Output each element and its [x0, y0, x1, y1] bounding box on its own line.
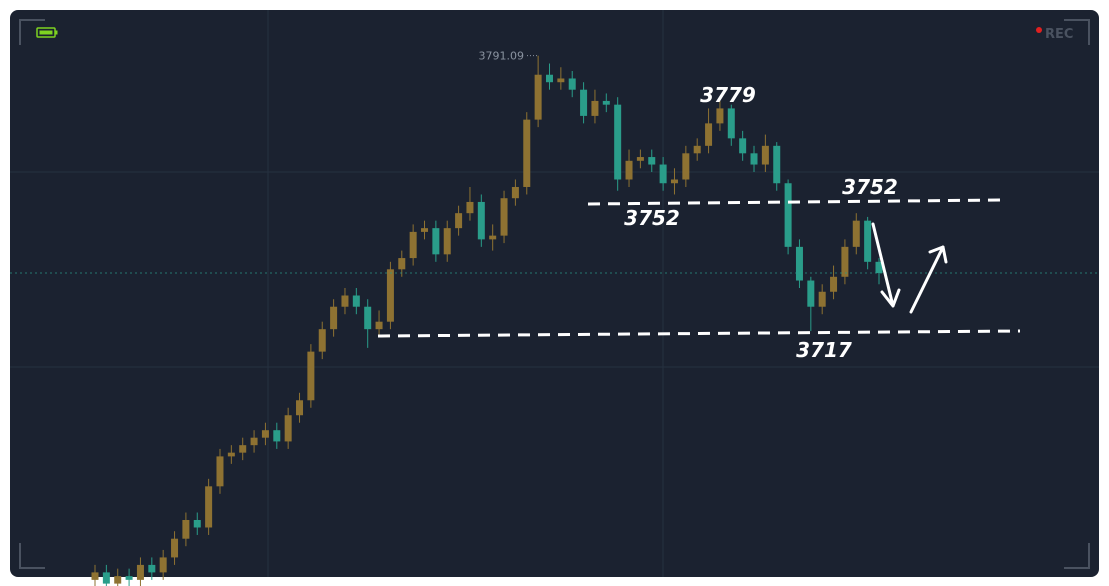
candle-body: [330, 306, 338, 330]
candle-body: [602, 100, 610, 105]
candle-body: [761, 145, 769, 165]
candle-body: [636, 157, 644, 161]
candle-body: [716, 108, 724, 124]
corner: [1064, 543, 1090, 569]
candle-body: [841, 246, 849, 277]
candle-body: [159, 557, 167, 573]
candle-body: [125, 576, 133, 580]
price-annotation: 3752: [624, 206, 680, 230]
candle-body: [489, 235, 497, 240]
candle-body: [364, 306, 372, 330]
corner-brackets: [19, 19, 1090, 569]
candle-body: [466, 201, 474, 214]
battery-icon: [36, 27, 58, 38]
candle-body: [568, 78, 576, 90]
candle-body: [375, 321, 383, 330]
candle-body: [284, 415, 292, 442]
plot-area: 3791.09 3779 3752 3752 3717: [10, 50, 1099, 586]
candle-body: [784, 183, 792, 247]
rec-label: REC: [1045, 27, 1073, 42]
candle-body: [852, 220, 860, 247]
candle-body: [523, 119, 531, 187]
candle-body: [557, 78, 565, 83]
candle-body: [352, 295, 360, 307]
candle-body: [386, 269, 394, 322]
battery-body: [36, 27, 56, 38]
background-grid: [10, 10, 1099, 577]
candle-body: [148, 564, 156, 573]
up-arrow: [909, 245, 948, 314]
candle-body: [307, 351, 315, 401]
candle-body: [261, 430, 269, 438]
candle-body: [807, 280, 815, 307]
candle-body: [102, 572, 110, 584]
battery-level: [39, 30, 53, 35]
candle-body: [318, 329, 326, 352]
corner: [19, 543, 45, 569]
price-annotation: 3779: [700, 83, 756, 107]
candle-body: [421, 228, 429, 232]
candle-body: [296, 400, 304, 416]
candle-body: [409, 231, 417, 259]
high-label: 3791.09: [479, 50, 525, 63]
candle-body: [432, 228, 440, 255]
candle-body: [818, 291, 826, 307]
down-arrow: [871, 222, 901, 308]
candle-body: [864, 220, 872, 262]
candle-body: [171, 538, 179, 558]
candle-body: [182, 520, 190, 539]
candle-body: [193, 520, 201, 528]
battery-tip: [55, 30, 58, 35]
candle-body: [443, 228, 451, 255]
candle-body: [341, 295, 349, 307]
candle-body: [455, 213, 463, 229]
candle-body: [205, 486, 213, 528]
candle-body: [648, 157, 656, 165]
candle-body: [250, 437, 258, 446]
candle-body: [534, 74, 542, 120]
candle-body: [750, 153, 758, 165]
candle-body: [830, 276, 838, 292]
candle-body: [91, 572, 99, 580]
candle-body: [682, 153, 690, 180]
candle-body: [545, 74, 553, 83]
candle-body: [136, 564, 144, 580]
candle-body: [739, 138, 747, 154]
candle-body: [614, 104, 622, 180]
candle-body: [273, 430, 281, 442]
candle-body: [670, 179, 678, 184]
corner: [1064, 19, 1090, 45]
support-line: [377, 329, 1021, 338]
candle-body: [727, 108, 735, 139]
candle-body: [705, 123, 713, 146]
chart-frame: [10, 10, 1099, 577]
candle-body: [795, 246, 803, 281]
candle-body: [239, 445, 247, 453]
candle-body: [216, 456, 224, 487]
corner: [19, 19, 45, 45]
candle-body: [398, 258, 406, 270]
price-annotation: 3752: [842, 175, 898, 199]
candle-body: [511, 186, 519, 199]
candle-body: [591, 100, 599, 116]
rec-dot: [1036, 27, 1042, 33]
price-annotation: 3717: [796, 338, 852, 362]
resistance-line: [587, 198, 1006, 206]
candle-body: [500, 198, 508, 236]
candle-body: [114, 576, 122, 584]
candle-body: [875, 261, 883, 274]
candle-body: [693, 145, 701, 154]
candle-body: [477, 201, 485, 240]
candle-body: [227, 452, 235, 457]
candle-body: [659, 164, 667, 184]
candle-body: [580, 89, 588, 116]
candle-body: [625, 160, 633, 180]
candle-body: [773, 145, 781, 184]
